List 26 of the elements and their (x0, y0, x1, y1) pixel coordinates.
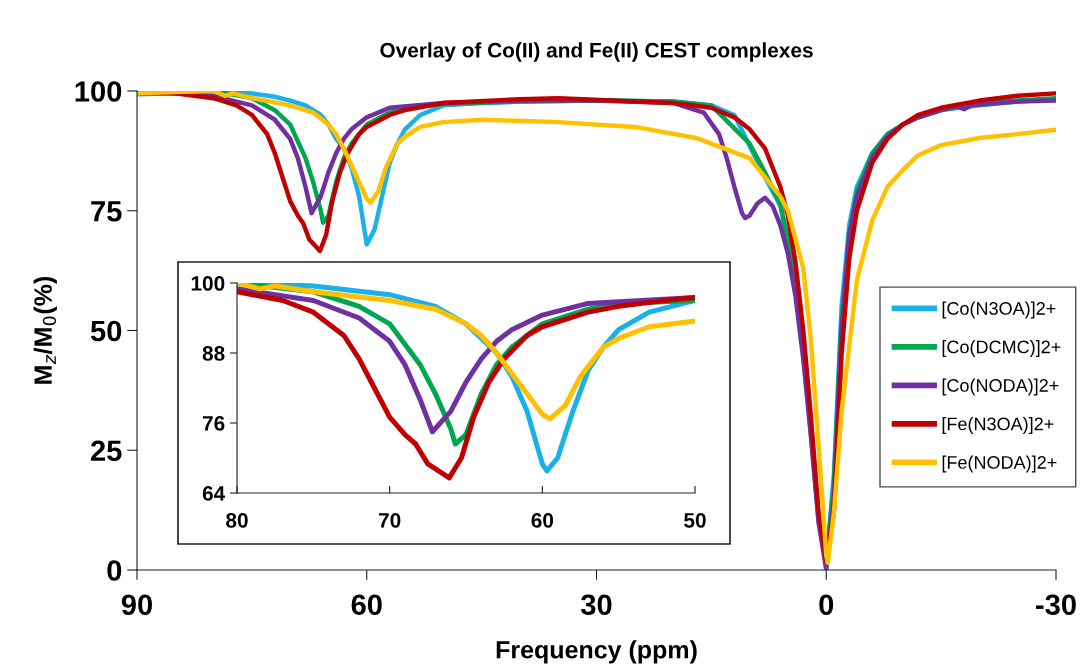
x-axis-title: Frequency (ppm) (496, 640, 697, 664)
legend-label: [Fe(NODA)]2+ (942, 455, 1057, 473)
x-tick-label: 60 (351, 594, 382, 616)
legend-label: [Co(NODA)]2+ (942, 378, 1059, 396)
x-tick-label: 60 (531, 512, 554, 528)
x-tick-label: 90 (121, 594, 153, 616)
y-tick-label: 88 (202, 346, 225, 361)
chart-title: Overlay of Co(II) and Fe(II) CEST complexes (380, 42, 813, 62)
y-tick-label: 50 (90, 320, 122, 342)
y-tick-label: 64 (202, 486, 226, 501)
y-tick-label: 100 (75, 81, 122, 102)
y-tick-label: 25 (90, 440, 122, 462)
x-tick-label: 70 (378, 512, 401, 528)
y-axis-title: M$_{z}$/M$_{0}$(%) (33, 276, 57, 384)
x-tick-label: 80 (226, 512, 248, 528)
y-tick-label: 0 (107, 560, 122, 581)
y-tick-label: 75 (91, 201, 122, 222)
x-tick-label: 0 (819, 594, 834, 616)
x-tick-label: 30 (580, 594, 612, 616)
y-tick-label: 100 (191, 276, 225, 291)
y-tick-label: 76 (202, 416, 225, 431)
legend-label: [Fe(N3OA)]2+ (942, 417, 1054, 434)
legend-label: [Co(N3OA)]2+ (942, 301, 1056, 319)
x-tick-label: 50 (684, 512, 706, 528)
legend-label: [Co(DCMC)]2+ (942, 340, 1061, 357)
x-tick-label: -30 (1036, 594, 1076, 616)
